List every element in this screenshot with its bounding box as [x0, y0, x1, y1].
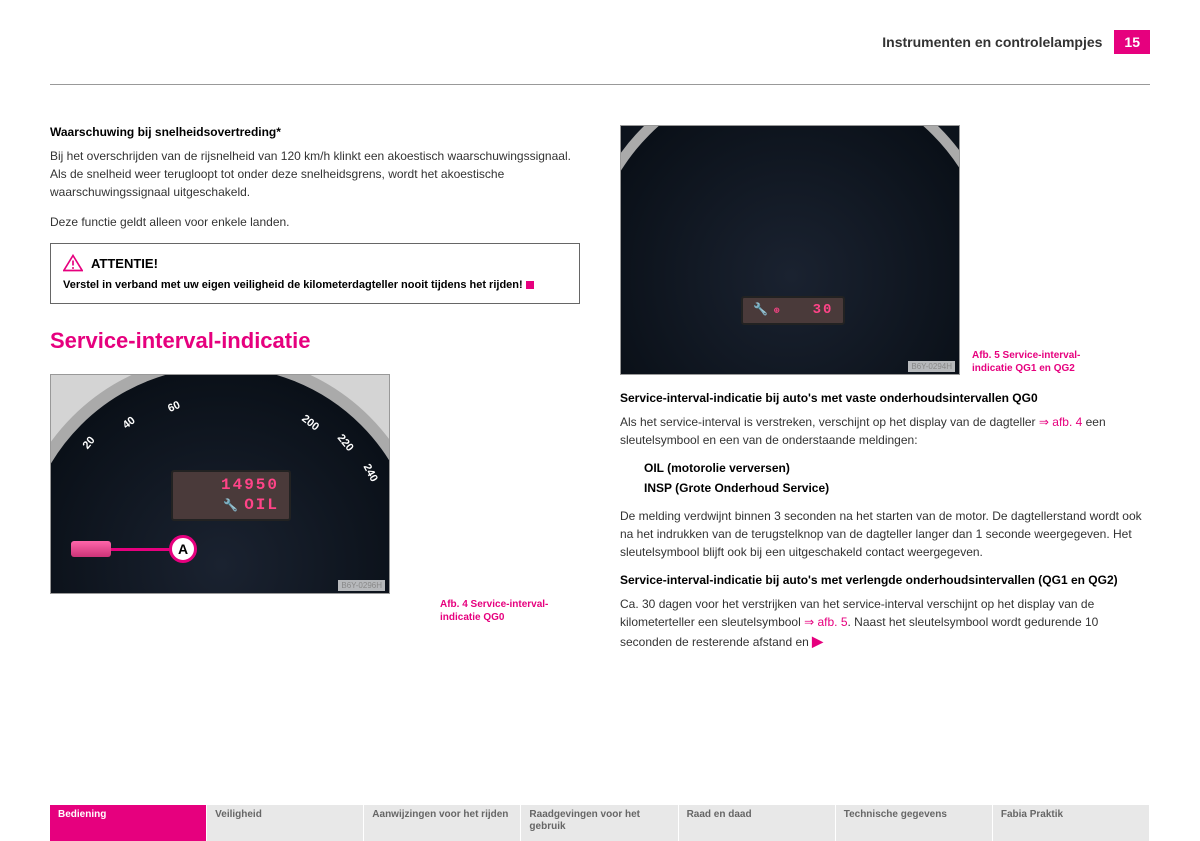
text-fragment: Als het service-interval is verstreken, … [620, 415, 1039, 429]
figure-5-gauge: 200 220 240 🔧km 1900 🔧⊕ 30 B6Y-0294H [620, 125, 960, 375]
figure-reference: ⇒ afb. 4 [1039, 415, 1082, 429]
body-text: Als het service-interval is verstreken, … [620, 413, 1150, 449]
pointer-line [111, 548, 171, 551]
page-header: Instrumenten en controlelampjes 15 [50, 30, 1150, 54]
attention-text-content: Verstel in verband met uw eigen veilighe… [63, 279, 523, 291]
main-heading-service: Service-interval-indicatie [50, 328, 580, 354]
body-text: De melding verdwijnt binnen 3 seconden n… [620, 507, 1150, 561]
section-heading-qg0: Service-interval-indicatie bij auto's me… [620, 391, 1150, 405]
dial-tick: 60 [166, 399, 182, 415]
wrench-icon: 🔧 [753, 303, 770, 317]
tab-technische[interactable]: Technische gegevens [836, 805, 993, 841]
reset-button-pin [71, 541, 111, 557]
attention-title: ATTENTIE! [91, 256, 158, 271]
section-heading-qg1-qg2: Service-interval-indicatie bij auto's me… [620, 573, 1150, 587]
right-column: 200 220 240 🔧km 1900 🔧⊕ 30 B6Y-0294H Afb… [620, 125, 1150, 664]
dial-tick: 240 [360, 462, 379, 484]
wrench-icon: 🔧 [223, 499, 240, 513]
lcd-line-1: 14950 [183, 476, 279, 495]
attention-box: ATTENTIE! Verstel in verband met uw eige… [50, 243, 580, 304]
tab-bediening[interactable]: Bediening [50, 805, 207, 841]
tab-veiligheid[interactable]: Veiligheid [207, 805, 364, 841]
header-title: Instrumenten en controlelampjes [882, 34, 1102, 50]
figure-reference: ⇒ afb. 5 [804, 615, 847, 629]
list-item-insp: INSP (Grote Onderhoud Service) [644, 481, 1150, 495]
figure-4-gauge: 20 40 60 200 220 240 14950 🔧 OIL A [50, 374, 390, 594]
tab-fabia-praktik[interactable]: Fabia Praktik [993, 805, 1150, 841]
lcd-line-2: OIL [244, 496, 279, 514]
dial-tick: 20 [81, 435, 98, 452]
figure-4-caption: Afb. 4 Service-interval-indicatie QG0 [440, 598, 580, 624]
dial-tick: 220 [334, 433, 355, 455]
figure-code: B6Y-0296H [338, 580, 385, 591]
label-a-circle: A [169, 535, 197, 563]
section-heading-warning: Waarschuwing bij snelheidsovertreding* [50, 125, 580, 139]
reset-button-pointer: A [71, 535, 197, 563]
body-text: Bij het overschrijden van de rijsnelheid… [50, 147, 580, 201]
left-column: Waarschuwing bij snelheidsovertreding* B… [50, 125, 580, 664]
end-marker-icon [526, 281, 534, 289]
dial-tick: 40 [121, 415, 138, 432]
figure-5-caption: Afb. 5 Service-interval-indicatie QG1 en… [972, 349, 1112, 375]
dial-tick: 200 [299, 413, 321, 434]
footer-tabs: Bediening Veiligheid Aanwijzingen voor h… [50, 805, 1150, 841]
tab-raad-en-daad[interactable]: Raad en daad [679, 805, 836, 841]
page-number: 15 [1114, 30, 1150, 54]
lcd-bottom-value: 30 [813, 302, 834, 318]
tab-aanwijzingen[interactable]: Aanwijzingen voor het rijden [364, 805, 521, 841]
body-text: Ca. 30 dagen voor het verstrijken van he… [620, 595, 1150, 652]
list-item-oil: OIL (motorolie verversen) [644, 461, 1150, 475]
attention-text: Verstel in verband met uw eigen veilighe… [63, 278, 567, 293]
warning-triangle-icon [63, 254, 83, 272]
header-divider [50, 84, 1150, 85]
tab-raadgevingen[interactable]: Raadgevingen voor het gebruik [521, 805, 678, 841]
clock-icon: ⊕ [774, 306, 781, 316]
body-text: Deze functie geldt alleen voor enkele la… [50, 213, 580, 231]
figure-code: B6Y-0294H [908, 361, 955, 372]
continue-arrow-icon: ▶ [812, 631, 823, 652]
